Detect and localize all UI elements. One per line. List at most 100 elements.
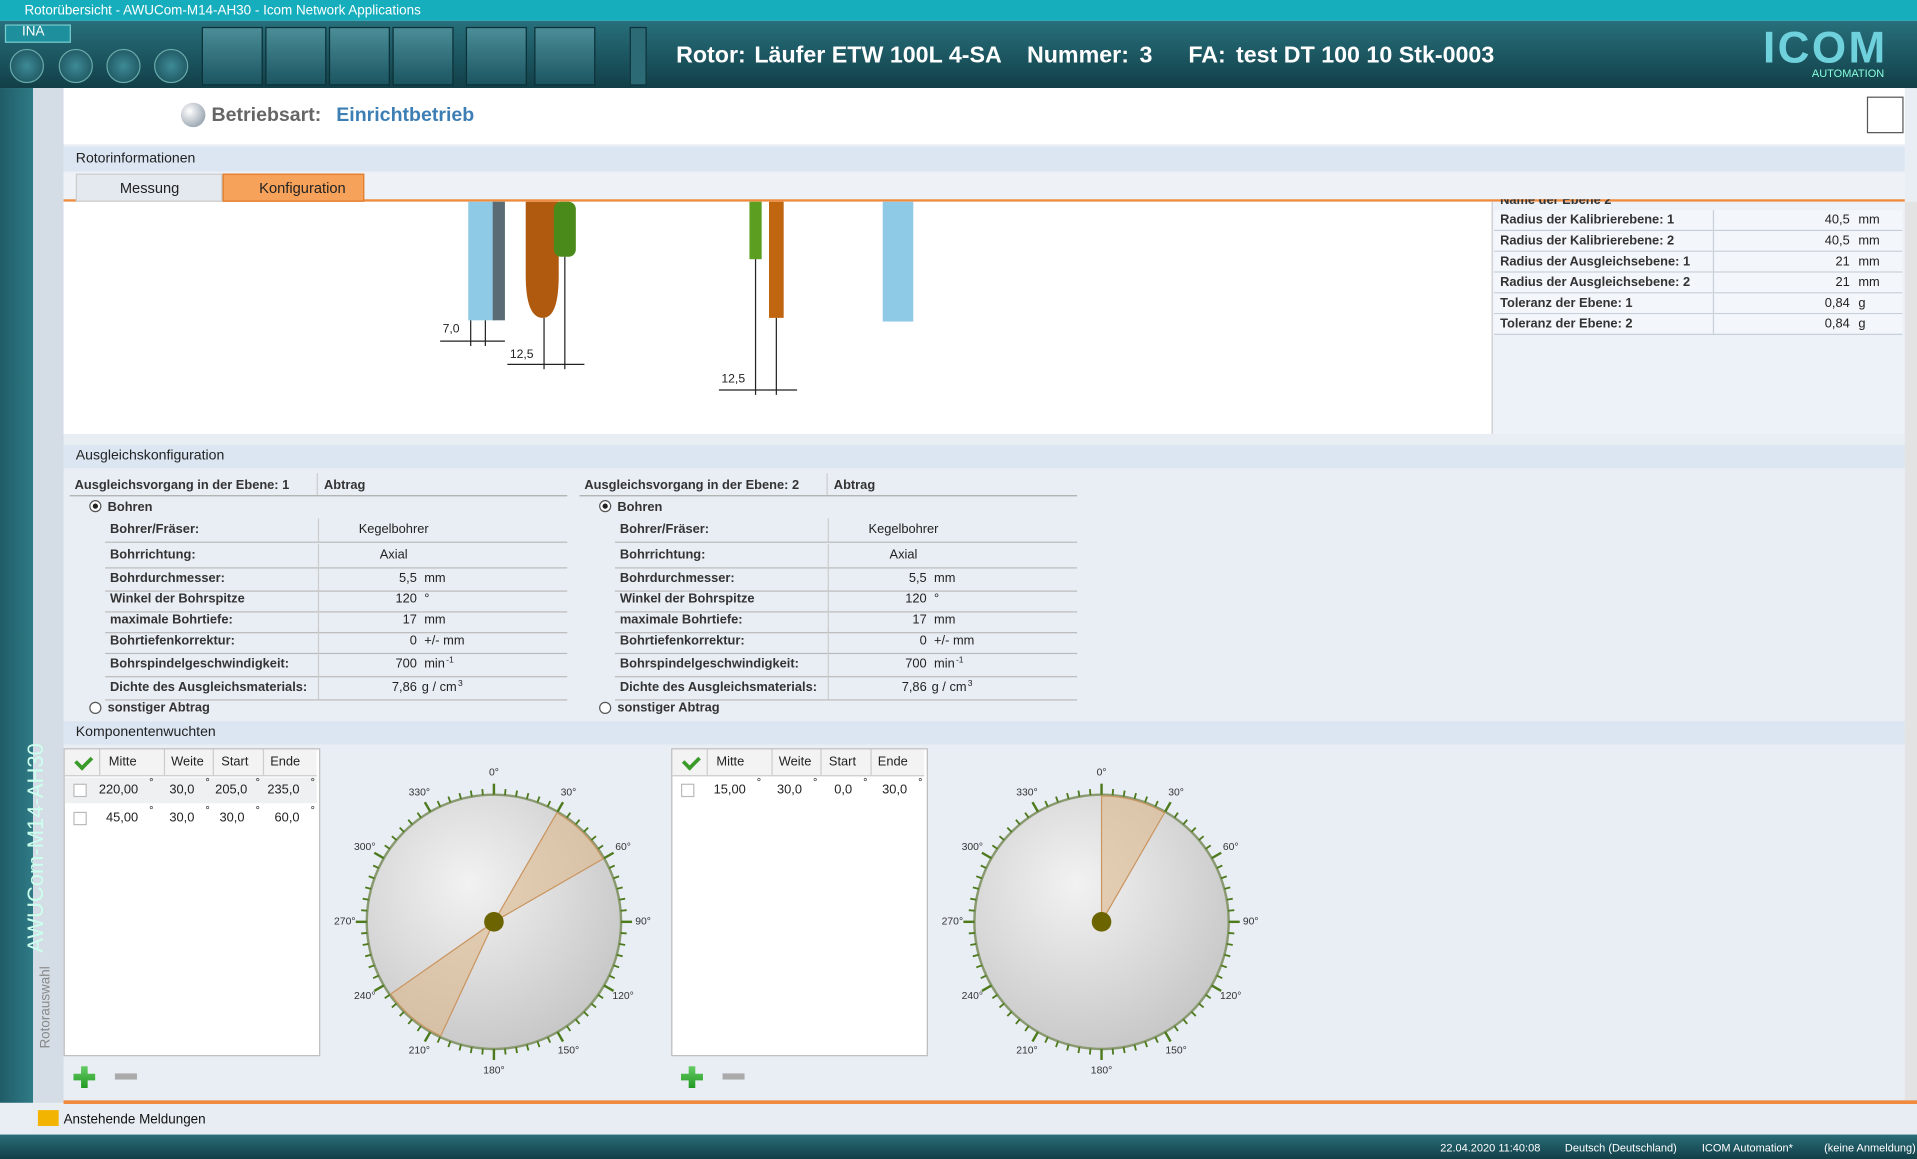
dial-tick [616,886,623,890]
row-line [105,699,568,701]
nummer: 3 [1139,42,1153,69]
param-value: 0,84 [1824,295,1850,311]
param-value: 21 [1835,254,1850,269]
param-row [1493,251,1903,273]
row-value: 7,86 [391,679,417,695]
cell-unit: ° [863,776,868,789]
shape [553,201,576,257]
rotor-drawing [440,201,914,395]
dial-tick [1031,801,1040,813]
row-line [614,611,1078,613]
scrollbar[interactable] [1904,201,1917,1101]
dial-tick [1111,788,1115,796]
tab-inactive[interactable] [75,173,223,202]
dial-tick [1164,801,1172,813]
column-divider [870,749,872,776]
dial-tick [608,864,616,869]
dial-tick [574,819,581,826]
dial-tick [1220,875,1228,880]
dial-label: 300° [354,842,375,853]
dial-tick [970,943,977,946]
row-label: Winkel der Bohrspitze [110,591,245,607]
dial-tick [416,1025,422,1032]
row-value: 700 [395,656,417,672]
table-header [64,749,317,777]
dial-label: 210° [1016,1046,1037,1057]
row-unit: min-1 [934,656,964,672]
checkbox[interactable] [73,783,87,798]
radio[interactable] [89,500,102,513]
cell-value: 30,0 [169,782,195,798]
dial: 0° 30° 60° 90° 120° 150° 180° 210° 240° 270° 300° 3… [334,767,651,1076]
row-label: Bohrdurchmesser: [619,570,735,586]
dial-tick [970,897,977,901]
tool-button[interactable] [201,26,263,86]
tool-button[interactable] [265,26,327,86]
dial-tick [991,994,998,1000]
dial-tick [469,1046,473,1054]
cell-unit: ° [756,776,762,789]
nav-button[interactable] [154,48,189,84]
plane-header-divider [826,473,828,496]
dial-tick [981,984,993,992]
row-unit: +/- mm [934,633,975,648]
checkbox[interactable] [680,783,695,798]
alarm-button[interactable] [1866,96,1904,134]
cell-value: 15,00 [713,782,746,798]
dial-label: 90° [635,917,651,928]
user-dropdown[interactable] [4,24,71,43]
column-header: Mitte [716,754,745,770]
dial-tick [968,909,975,912]
column-divider [212,749,214,776]
remove-button[interactable] [722,1073,745,1080]
tab: Messung [119,179,180,197]
radio[interactable] [89,701,102,714]
tool-button[interactable] [328,26,391,86]
dial-tick [407,819,413,826]
row-unit: ° [934,591,940,607]
row-label: Winkel der Bohrspitze [619,591,755,607]
remove-button[interactable] [114,1073,137,1080]
row-value: Kegelbohrer [868,522,939,537]
tool-button[interactable] [465,26,527,86]
dial-tick [613,875,620,880]
param-divider [1712,210,1715,230]
tool-button[interactable] [392,26,454,86]
dial-tick [361,909,368,912]
row-unit: g / cm3 [421,679,463,695]
dial-tick [1144,1040,1148,1048]
row-label: Bohrspindelgeschwindigkeit: [619,656,799,672]
radio[interactable] [599,500,612,513]
dial-tick [556,801,565,813]
column-divider [706,749,708,776]
row-label: Bohrrichtung: [110,547,196,563]
dial-center [1091,912,1112,932]
dial-tick [590,1002,597,1009]
section-title: Komponentenwuchten [75,724,216,740]
dial-tick [1205,844,1212,850]
row-label: Bohrer/Fräser: [619,522,710,537]
dial-tick [597,994,604,1000]
row-divider [317,629,320,653]
row-line [614,699,1078,701]
cell-unit: ° [255,776,260,789]
dial-tick [1089,788,1092,796]
dial-tick [1154,1036,1159,1043]
nav-button[interactable] [106,48,141,84]
dial-label: 60° [1223,842,1239,853]
tool-button[interactable] [534,26,596,86]
tab-active[interactable] [222,173,365,202]
cell-value: 30,0 [219,810,245,826]
tool-scroll[interactable] [629,26,647,86]
cell-value: 30,0 [169,810,195,826]
separator [63,1100,1917,1104]
checkbox[interactable] [73,811,87,826]
section-header [63,445,1905,469]
dial-tick [362,943,369,946]
nav-button[interactable] [9,48,45,84]
nav-button[interactable] [58,48,93,84]
row-line [614,567,1078,569]
radio[interactable] [599,701,612,714]
